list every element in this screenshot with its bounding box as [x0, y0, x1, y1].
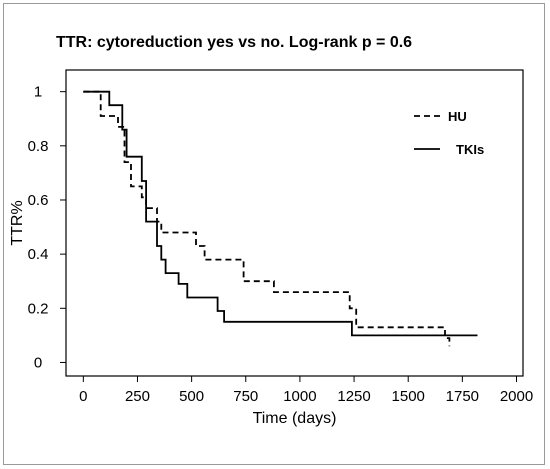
y-tick-label: 0.6 — [28, 192, 49, 209]
x-tick-label: 1250 — [337, 388, 370, 405]
legend-label-tkis: TKIs — [456, 142, 484, 157]
legend: HU TKIs — [414, 109, 484, 157]
y-tick-label: 0.4 — [28, 246, 49, 263]
y-tick-label: 0.8 — [28, 138, 49, 155]
y-tick-label: 0 — [34, 354, 42, 371]
plot-area — [65, 69, 524, 377]
series-layer — [83, 90, 478, 347]
y-axis-ticks: 0 0.2 0.4 0.6 0.8 1 — [28, 84, 66, 371]
x-axis-ticks: 0 250 500 750 1000 1250 1500 1750 2000 — [79, 376, 533, 405]
series-line-hu — [83, 90, 451, 347]
y-tick-label: 1 — [34, 84, 42, 101]
figure-frame — [3, 3, 545, 465]
x-tick-label: 1000 — [283, 388, 316, 405]
x-tick-label: 0 — [79, 388, 87, 405]
x-tick-label: 1750 — [446, 388, 479, 405]
x-tick-label: 250 — [125, 388, 150, 405]
legend-label-hu: HU — [448, 109, 467, 124]
chart-title: TTR: cytoreduction yes vs no. Log-rank p… — [56, 34, 413, 51]
y-axis-title: TTR% — [9, 200, 26, 245]
x-axis-title: Time (days) — [253, 410, 337, 427]
y-tick-label: 0.2 — [28, 300, 49, 317]
x-tick-label: 500 — [179, 388, 204, 405]
x-tick-label: 750 — [233, 388, 258, 405]
series-line-tkis — [83, 90, 478, 337]
x-tick-label: 1500 — [392, 388, 425, 405]
x-tick-label: 2000 — [500, 388, 533, 405]
